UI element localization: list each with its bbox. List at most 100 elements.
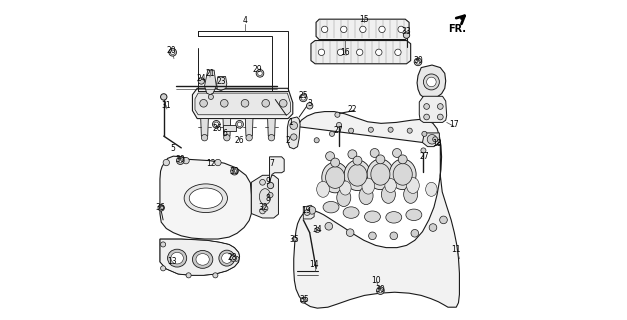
Ellipse shape: [407, 128, 413, 133]
Text: 1: 1: [288, 118, 293, 127]
Ellipse shape: [161, 266, 166, 271]
Text: 3: 3: [307, 99, 312, 108]
Ellipse shape: [371, 164, 390, 185]
Ellipse shape: [362, 178, 375, 194]
Ellipse shape: [393, 164, 413, 185]
Text: 6: 6: [223, 129, 228, 138]
Ellipse shape: [221, 100, 228, 107]
Ellipse shape: [346, 229, 354, 236]
Ellipse shape: [219, 250, 234, 266]
Ellipse shape: [340, 26, 347, 33]
Text: 26: 26: [213, 124, 222, 132]
Ellipse shape: [222, 253, 232, 263]
Ellipse shape: [340, 181, 351, 195]
Text: 33: 33: [401, 28, 411, 36]
Ellipse shape: [268, 193, 273, 197]
Polygon shape: [303, 205, 314, 219]
Ellipse shape: [268, 134, 275, 141]
Text: 29: 29: [253, 65, 263, 74]
Ellipse shape: [241, 100, 249, 107]
Polygon shape: [217, 76, 227, 91]
Ellipse shape: [385, 179, 396, 193]
Polygon shape: [311, 41, 411, 64]
Ellipse shape: [213, 273, 218, 278]
Ellipse shape: [319, 49, 325, 55]
Ellipse shape: [256, 69, 264, 77]
Text: 24: 24: [196, 74, 206, 83]
Ellipse shape: [322, 26, 328, 33]
Text: 9: 9: [266, 177, 271, 186]
Text: 11: 11: [451, 245, 461, 254]
Ellipse shape: [300, 94, 307, 102]
Ellipse shape: [353, 156, 362, 165]
Text: 36: 36: [155, 203, 166, 212]
Ellipse shape: [376, 155, 385, 164]
Text: 35: 35: [299, 295, 309, 304]
Text: 8: 8: [266, 194, 271, 203]
Polygon shape: [195, 93, 290, 115]
Ellipse shape: [337, 123, 342, 127]
Ellipse shape: [231, 167, 238, 175]
Ellipse shape: [290, 122, 298, 129]
Ellipse shape: [389, 159, 416, 190]
Ellipse shape: [169, 49, 176, 56]
Ellipse shape: [427, 134, 437, 144]
Text: 10: 10: [371, 276, 381, 285]
Ellipse shape: [325, 167, 345, 188]
Polygon shape: [201, 119, 208, 136]
Ellipse shape: [426, 77, 436, 87]
Text: 26: 26: [234, 136, 245, 145]
Ellipse shape: [258, 71, 262, 76]
Ellipse shape: [370, 148, 379, 157]
Polygon shape: [245, 119, 253, 136]
Ellipse shape: [158, 204, 164, 211]
Text: 30: 30: [229, 167, 240, 176]
Ellipse shape: [208, 94, 213, 100]
Ellipse shape: [246, 134, 252, 141]
Text: 18: 18: [433, 139, 442, 148]
Ellipse shape: [163, 159, 169, 166]
Ellipse shape: [323, 201, 339, 213]
Ellipse shape: [325, 222, 332, 230]
Text: 7: 7: [270, 159, 275, 168]
Ellipse shape: [260, 180, 265, 185]
Ellipse shape: [395, 49, 401, 55]
Text: 23: 23: [216, 77, 226, 86]
Ellipse shape: [348, 164, 367, 186]
Ellipse shape: [314, 138, 319, 143]
Ellipse shape: [267, 182, 273, 189]
Text: 17: 17: [449, 120, 458, 129]
Polygon shape: [268, 119, 275, 136]
Text: 32: 32: [258, 203, 268, 212]
Text: 14: 14: [309, 260, 319, 269]
Ellipse shape: [381, 186, 396, 203]
Ellipse shape: [404, 186, 418, 203]
Ellipse shape: [230, 255, 236, 261]
Ellipse shape: [364, 211, 381, 222]
Text: 20: 20: [167, 45, 177, 55]
Text: 4: 4: [243, 16, 248, 25]
Ellipse shape: [348, 150, 357, 159]
Ellipse shape: [280, 100, 287, 107]
Text: 31: 31: [162, 101, 171, 110]
Ellipse shape: [308, 206, 316, 214]
Ellipse shape: [337, 49, 344, 55]
Ellipse shape: [201, 134, 208, 141]
Ellipse shape: [196, 254, 209, 265]
Ellipse shape: [200, 100, 208, 107]
Ellipse shape: [290, 134, 297, 140]
Ellipse shape: [234, 256, 239, 261]
Ellipse shape: [359, 187, 373, 204]
Polygon shape: [316, 19, 409, 40]
Ellipse shape: [301, 96, 305, 100]
Ellipse shape: [416, 60, 420, 64]
Ellipse shape: [360, 26, 366, 33]
Text: 35: 35: [290, 235, 299, 244]
Ellipse shape: [406, 209, 422, 220]
Polygon shape: [417, 65, 446, 99]
Polygon shape: [223, 125, 236, 131]
Polygon shape: [423, 133, 440, 147]
Ellipse shape: [236, 121, 243, 128]
Ellipse shape: [176, 157, 184, 164]
Text: 30: 30: [376, 285, 385, 294]
